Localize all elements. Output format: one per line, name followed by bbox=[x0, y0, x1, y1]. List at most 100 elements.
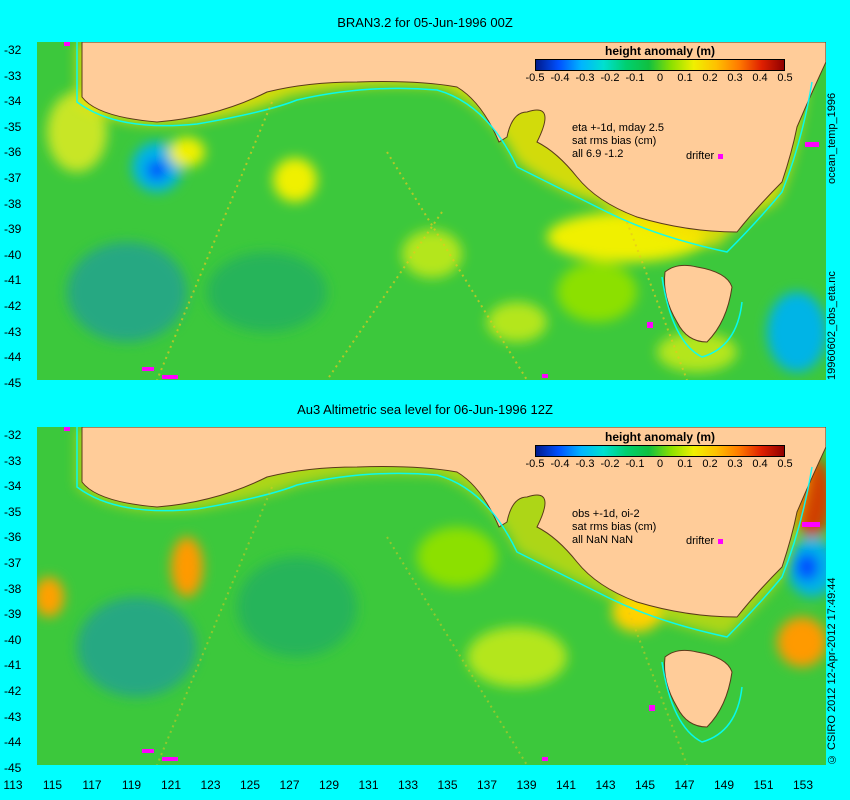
x-tick-label: 113 bbox=[3, 778, 23, 792]
mainland-landmass bbox=[81, 42, 826, 233]
shelf-contour bbox=[76, 42, 813, 253]
cbar-tick: -0.3 bbox=[575, 458, 595, 470]
cbar-tick: -0.2 bbox=[600, 72, 620, 84]
drifter-label: drifter bbox=[686, 535, 715, 547]
y-tick-label: -42 bbox=[4, 299, 22, 313]
x-tick-label: 123 bbox=[200, 778, 221, 792]
mainland-landmass bbox=[81, 427, 826, 618]
shelf-contour bbox=[76, 427, 813, 638]
panel1-side-label-2: 19960602_obs_eta.nc bbox=[826, 271, 838, 380]
y-tick-label: -33 bbox=[4, 68, 22, 83]
y-tick-label: -39 bbox=[4, 607, 22, 622]
cbar-tick: 0 bbox=[656, 458, 664, 470]
drifter-marker bbox=[718, 538, 724, 544]
panel1-drifter-legend: drifter bbox=[686, 150, 724, 162]
y-tick-label: -33 bbox=[4, 453, 22, 468]
y-tick-label: -36 bbox=[4, 530, 22, 545]
cbar-tick: -0.3 bbox=[575, 72, 595, 84]
panel2-annotation: obs +-1d, oi-2 sat rms bias (cm) all NaN… bbox=[572, 508, 656, 547]
colorbar-label: height anomaly (m) bbox=[604, 430, 715, 444]
x-tick-label: 129 bbox=[318, 778, 340, 792]
panel1-title: BRAN3.2 for 05-Jun-1996 00Z bbox=[337, 15, 513, 30]
y-tick-label: -38 bbox=[4, 581, 22, 596]
cbar-tick: -0.5 bbox=[525, 458, 545, 470]
x-tick-label: 135 bbox=[437, 778, 458, 792]
panel1-colorbar: height anomaly (m) -0.5 -0.4 -0.3 -0.2 -… bbox=[526, 44, 793, 85]
cbar-tick: -0.2 bbox=[600, 458, 620, 470]
cbar-tick: 0 bbox=[656, 72, 664, 84]
panel2-title: Au3 Altimetric sea level for 06-Jun-1996… bbox=[297, 402, 553, 417]
y-tick-label: -44 bbox=[4, 735, 22, 750]
y-tick-label: -44 bbox=[4, 350, 22, 365]
x-tick-label: 119 bbox=[121, 778, 142, 792]
satellite-tracks bbox=[156, 486, 688, 765]
anomaly-high bbox=[171, 537, 203, 597]
x-tick-label: 137 bbox=[476, 778, 498, 792]
drifter-marker bbox=[718, 153, 724, 159]
cbar-tick: -0.1 bbox=[625, 458, 645, 470]
panel1-side-label: ocean_temp_1996 bbox=[826, 92, 838, 184]
y-tick-label: -36 bbox=[4, 145, 22, 160]
x-tick-label: 115 bbox=[42, 778, 63, 792]
y-tick-label: -34 bbox=[4, 94, 22, 109]
panel1-annotation: eta +-1d, mday 2.5 sat rms bias (cm) all… bbox=[572, 122, 664, 161]
cbar-tick: 0.4 bbox=[752, 458, 768, 470]
annotation-line: sat rms bias (cm) bbox=[572, 135, 657, 147]
y-tick-label: -45 bbox=[4, 375, 22, 390]
panel2-map bbox=[37, 427, 826, 765]
cbar-tick: 0.1 bbox=[677, 458, 693, 470]
y-tick-label: -41 bbox=[4, 658, 22, 673]
cbar-tick: -0.4 bbox=[550, 458, 570, 470]
cbar-tick: 0.2 bbox=[702, 458, 718, 470]
x-tick-label: 125 bbox=[239, 778, 261, 792]
cbar-tick: -0.1 bbox=[625, 72, 645, 84]
y-tick-label: -42 bbox=[4, 684, 22, 698]
x-tick-label: 145 bbox=[634, 778, 656, 792]
x-tick-label: 149 bbox=[713, 778, 735, 792]
cbar-tick: 0.4 bbox=[752, 72, 768, 84]
panel2-map-svg bbox=[37, 427, 826, 765]
tasmania-landmass bbox=[664, 264, 733, 343]
y-tick-label: -40 bbox=[4, 632, 22, 647]
y-tick-label: -35 bbox=[4, 119, 22, 134]
x-tick-label: 153 bbox=[792, 778, 814, 792]
cbar-tick: -0.4 bbox=[550, 72, 570, 84]
panel2-side-label: © CSIRO 2012 12-Apr-2012 17:49:44 bbox=[826, 577, 838, 765]
y-tick-label: -39 bbox=[4, 222, 22, 237]
y-tick-label: -41 bbox=[4, 273, 22, 288]
x-tick-label: 147 bbox=[674, 778, 695, 792]
y-tick-label: -45 bbox=[4, 760, 22, 775]
annotation-line: all NaN NaN bbox=[572, 534, 634, 546]
x-tick-label: 131 bbox=[358, 778, 379, 792]
x-tick-label: 141 bbox=[555, 778, 577, 792]
cbar-tick: 0.3 bbox=[727, 72, 743, 84]
annotation-line: obs +-1d, oi-2 bbox=[572, 508, 640, 520]
colorbar-ticks: -0.5 -0.4 -0.3 -0.2 -0.1 0 0.1 0.2 0.3 0… bbox=[526, 457, 793, 471]
cbar-tick: -0.5 bbox=[525, 72, 545, 84]
colorbar-gradient bbox=[535, 445, 785, 457]
colorbar-ticks: -0.5 -0.4 -0.3 -0.2 -0.1 0 0.1 0.2 0.3 0… bbox=[526, 71, 793, 85]
y-tick-label: -37 bbox=[4, 171, 22, 185]
y-tick-label: -32 bbox=[4, 43, 22, 57]
satellite-tracks bbox=[156, 101, 688, 380]
y-tick-label: -35 bbox=[4, 504, 22, 519]
y-tick-label: -34 bbox=[4, 479, 22, 494]
cbar-tick: 0.5 bbox=[777, 72, 793, 84]
y-tick-label: -32 bbox=[4, 428, 22, 442]
y-tick-label: -43 bbox=[4, 324, 22, 339]
annotation-line: sat rms bias (cm) bbox=[572, 521, 657, 533]
cbar-tick: 0.2 bbox=[702, 72, 718, 84]
panel1-map-svg bbox=[37, 42, 826, 380]
panel2-colorbar: height anomaly (m) -0.5 -0.4 -0.3 -0.2 -… bbox=[526, 430, 793, 471]
x-tick-label: 139 bbox=[516, 778, 537, 792]
y-tick-label: -43 bbox=[4, 709, 22, 724]
x-tick-label: 127 bbox=[279, 778, 300, 792]
drifter-points bbox=[64, 427, 820, 761]
colorbar-gradient bbox=[535, 59, 785, 71]
annotation-line: eta +-1d, mday 2.5 bbox=[572, 122, 665, 134]
x-tick-label: 143 bbox=[595, 778, 616, 792]
x-tick-label: 117 bbox=[82, 778, 102, 792]
cbar-tick: 0.5 bbox=[777, 458, 793, 470]
x-tick-label: 133 bbox=[397, 778, 419, 792]
cbar-tick: 0.1 bbox=[677, 72, 693, 84]
